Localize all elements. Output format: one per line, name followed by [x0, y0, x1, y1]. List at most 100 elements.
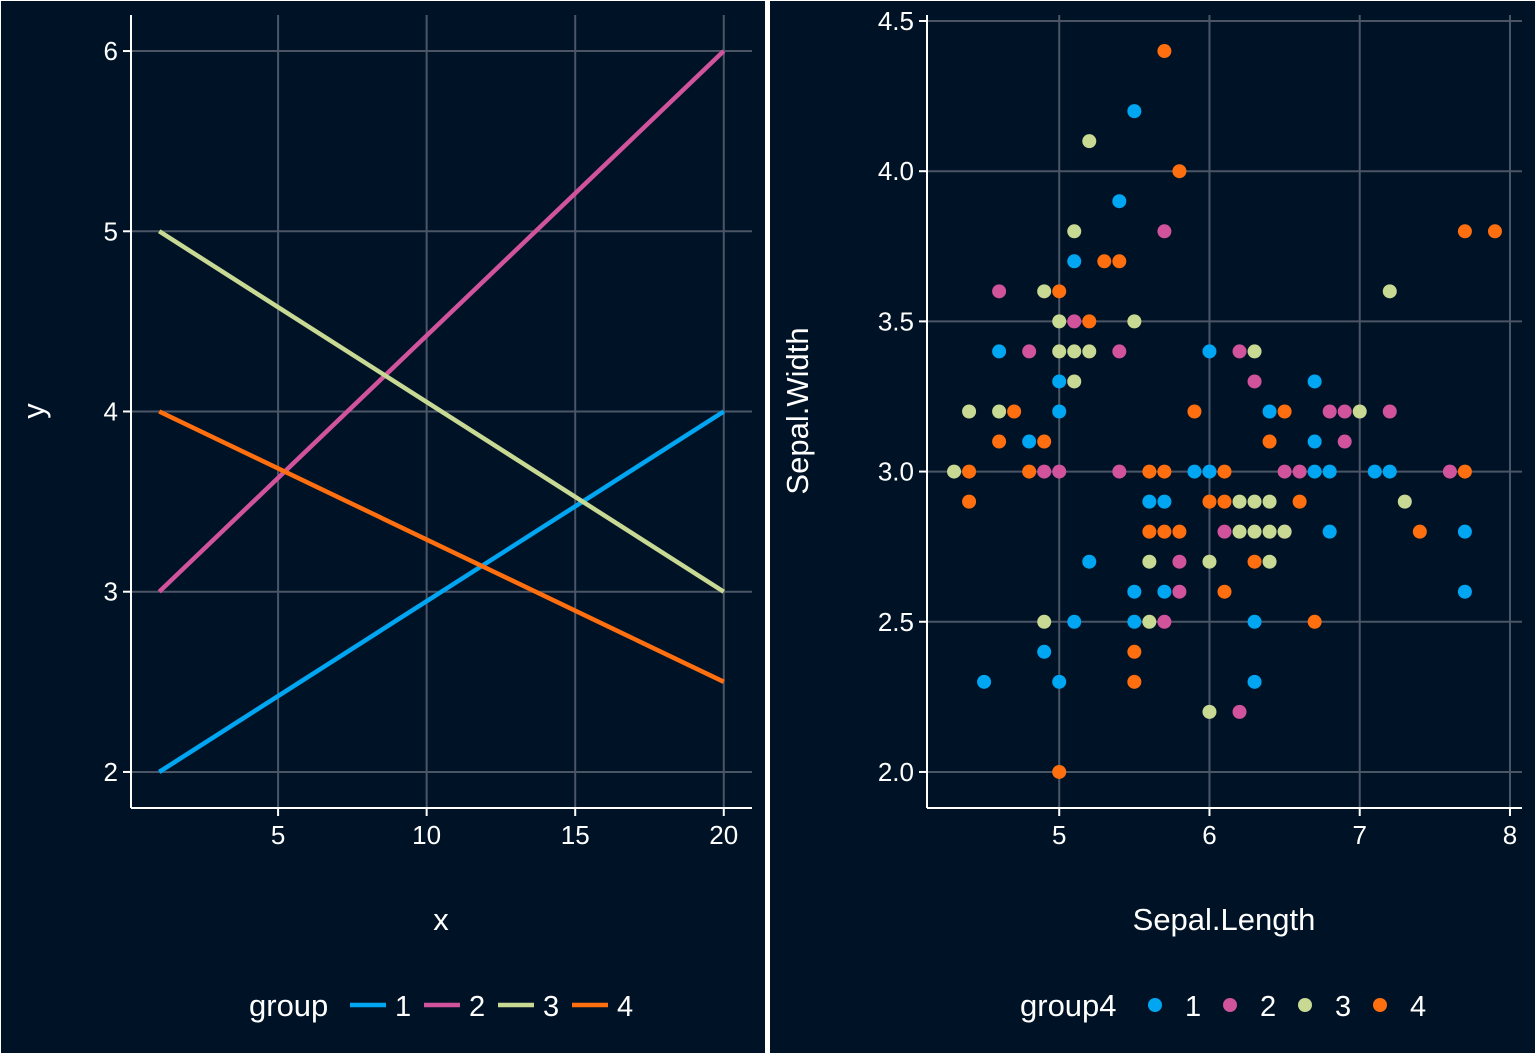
- scatter-point-group-1: [1082, 554, 1097, 569]
- scatter-point-group-2: [1037, 464, 1052, 479]
- x-tick-label: 10: [412, 820, 441, 850]
- scatter-point-group-1: [1022, 434, 1037, 449]
- scatter-point-group-2: [1112, 464, 1127, 479]
- scatter-point-group-1: [1307, 464, 1322, 479]
- x-tick-label: 5: [271, 820, 285, 850]
- scatter-point-group-3: [1082, 344, 1097, 359]
- scatter-point-group-3: [1067, 224, 1082, 239]
- x-tick-label: 15: [561, 820, 590, 850]
- x-axis-title: Sepal.Length: [1133, 902, 1316, 937]
- scatter-point-group-1: [1367, 464, 1382, 479]
- scatter-point-group-3: [1052, 314, 1067, 329]
- series-line-1: [158, 409, 725, 774]
- series-line-3: [158, 229, 725, 594]
- legend-key-point: [1223, 998, 1237, 1012]
- scatter-point-group-3: [1262, 554, 1277, 569]
- scatter-point-group-3: [1262, 494, 1277, 509]
- scatter-point-group-1: [1247, 614, 1262, 629]
- y-tick-label: 3.5: [878, 306, 914, 336]
- scatter-point-group-3: [1142, 554, 1157, 569]
- scatter-point-group-4: [1307, 614, 1322, 629]
- scatter-point-group-4: [1457, 464, 1472, 479]
- scatter-point-group-3: [992, 404, 1007, 419]
- scatter-point-group-1: [1247, 674, 1262, 689]
- scatter-point-group-2: [1247, 374, 1262, 389]
- scatter-point-group-1: [1157, 584, 1172, 599]
- scatter-point-group-4: [962, 464, 977, 479]
- scatter-point-group-1: [1112, 194, 1127, 209]
- x-tick-label: 8: [1503, 820, 1517, 850]
- legend: group 1 2 3 4: [249, 988, 633, 1023]
- scatter-point-group-1: [1307, 374, 1322, 389]
- scatter-point-group-4: [1487, 224, 1502, 239]
- scatter-point-group-3: [1067, 374, 1082, 389]
- scatter-point-group-1: [1202, 464, 1217, 479]
- scatter-point-group-4: [1412, 524, 1427, 539]
- y-axis-title: y: [16, 403, 51, 419]
- chart-1: 5 10 15 20 2 3 4 5 6 x y group 1 2 3 4: [16, 15, 752, 1023]
- scatter-point-group-4: [992, 434, 1007, 449]
- scatter-point-group-3: [1067, 344, 1082, 359]
- scatter-point-group-4: [1112, 254, 1127, 269]
- scatter-point-group-4: [1157, 464, 1172, 479]
- scatter-point-group-4: [1022, 464, 1037, 479]
- scatter-point-group-3: [1247, 494, 1262, 509]
- scatter-point-group-3: [1232, 494, 1247, 509]
- scatter-point-group-3: [1247, 524, 1262, 539]
- scatter-point-group-1: [1457, 584, 1472, 599]
- scatter-point-group-3: [1232, 524, 1247, 539]
- legend-title: group4: [1020, 988, 1117, 1023]
- scatter-point-group-4: [1097, 254, 1112, 269]
- scatter-point-group-3: [1247, 344, 1262, 359]
- y-tick-label: 4: [104, 397, 118, 427]
- scatter-point-group-4: [1187, 404, 1202, 419]
- scatter-point-group-4: [1262, 434, 1277, 449]
- scatter-point-group-1: [1067, 614, 1082, 629]
- legend: group4 1 2 3 4: [1020, 988, 1426, 1023]
- scatter-point-group-4: [1202, 494, 1217, 509]
- scatter-point-group-4: [1157, 44, 1172, 59]
- legend-label: 1: [395, 991, 411, 1023]
- scatter-point-group-4: [962, 494, 977, 509]
- x-tick-label: 6: [1202, 820, 1216, 850]
- legend-label: 2: [1260, 991, 1276, 1023]
- y-axis-title: Sepal.Width: [780, 327, 815, 494]
- scatter-point-group-3: [1082, 134, 1097, 149]
- scatter-point-group-3: [962, 404, 977, 419]
- scatter-point-group-1: [1127, 584, 1142, 599]
- scatter-point-group-2: [1442, 464, 1457, 479]
- scatter-point-group-2: [1232, 704, 1247, 719]
- scatter-point-group-2: [1277, 464, 1292, 479]
- scatter-point-group-1: [1382, 464, 1397, 479]
- scatter-point-group-1: [1457, 524, 1472, 539]
- scatter-point-group-2: [1292, 464, 1307, 479]
- scatter-point-group-2: [1217, 524, 1232, 539]
- scatter-point-group-2: [1112, 344, 1127, 359]
- scatter-point-group-4: [1037, 434, 1052, 449]
- scatter-point-group-2: [1022, 344, 1037, 359]
- x-tick-label: 7: [1352, 820, 1366, 850]
- scatter-point-group-1: [992, 344, 1007, 359]
- scatter-point-group-3: [1037, 284, 1052, 299]
- scatter-point-group-3: [1352, 404, 1367, 419]
- scatter-point-group-3: [1382, 284, 1397, 299]
- scatter-point-group-1: [1322, 524, 1337, 539]
- scatter-point-group-1: [1052, 404, 1067, 419]
- scatter-point-group-2: [1232, 344, 1247, 359]
- y-tick-label: 4.0: [878, 156, 914, 186]
- scatter-point-group-4: [1217, 584, 1232, 599]
- scatter-point-group-4: [1277, 404, 1292, 419]
- legend-label: 4: [617, 991, 633, 1023]
- chart-2: 5 6 7 8 2.0 2.5 3.0 3.5 4.0 4.5 Sepal.Length Sepal.…: [780, 6, 1522, 1023]
- scatter-point-group-4: [1292, 494, 1307, 509]
- legend-label: 2: [469, 991, 485, 1023]
- scatter-point-group-4: [1007, 404, 1022, 419]
- y-tick-label: 3.0: [878, 457, 914, 487]
- scatter-point-group-1: [977, 674, 992, 689]
- scatter-point-group-1: [1052, 674, 1067, 689]
- panel-left-background: [1, 1, 765, 1053]
- scatter-point-group-3: [1037, 614, 1052, 629]
- scatter-point-group-1: [1067, 254, 1082, 269]
- x-tick-label: 5: [1052, 820, 1066, 850]
